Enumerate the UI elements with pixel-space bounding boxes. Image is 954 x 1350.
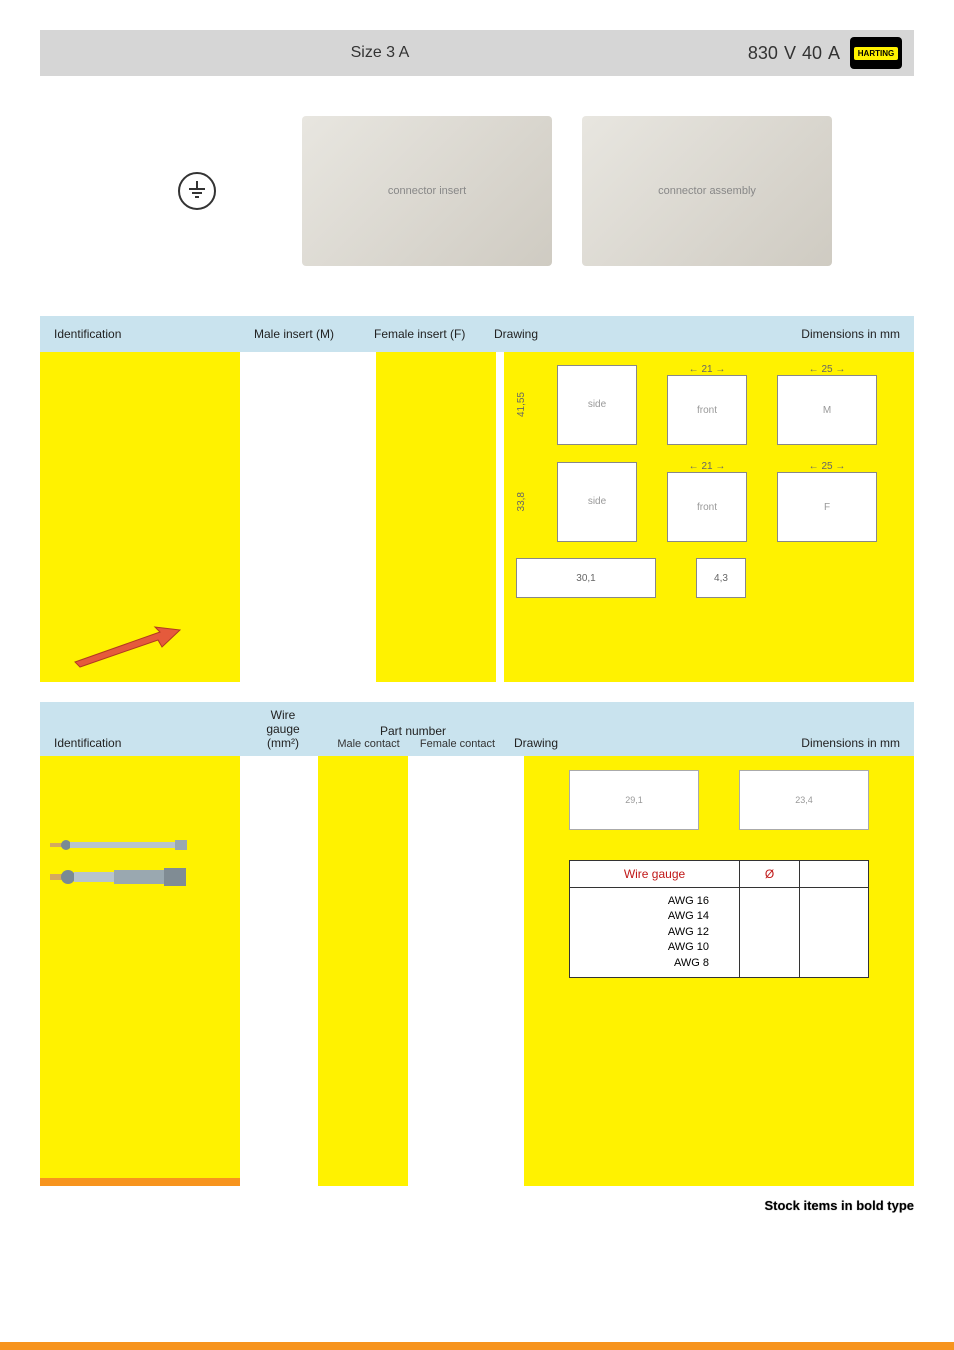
col2-male-contact: Male contact [324,738,413,750]
dim-w2: ← 21 → [667,461,747,472]
col-identification: Identification [48,327,248,341]
voltage-unit: V [784,43,796,64]
col-drawing: Drawing [488,327,766,341]
drawing-front-m: front [667,375,747,445]
arrow-illustration [70,622,190,672]
spec-block: 830 V 40 A [748,43,840,64]
page-header: Size 3 A 830 V 40 A HARTING [40,30,914,76]
table1-female-cell [376,352,496,682]
drawing-outline-m: M [777,375,877,445]
orange-band-1 [40,1178,240,1186]
col-female-insert: Female insert (F) [368,327,488,341]
voltage-value: 830 [748,43,778,64]
wg-dia-list [740,888,800,977]
wire-gauge-table: Wire gauge Ø AWG 16 AWG 14 AWG 12 AWG 10… [569,860,869,978]
dim-w1: ← 21 → [667,364,747,375]
brand-logo-text: HARTING [854,47,898,60]
wg-awg-list: AWG 16 AWG 14 AWG 12 AWG 10 AWG 8 [570,888,740,977]
dim-w4: ← 25 → [777,461,877,472]
current-unit: A [828,43,840,64]
table2-drawing-cell: 29,1 23,4 Wire gauge Ø AWG 16 AWG 14 AWG… [524,756,914,1186]
table2-identification-cell [40,756,240,1186]
footer-note: Stock items in bold type [40,1198,914,1213]
brand-logo: HARTING [850,37,902,69]
col2-wire-gauge: Wire gauge (mm²) [248,708,318,750]
product-image-1: connector insert [302,116,552,266]
col2-dimensions: Dimensions in mm [766,736,906,750]
table1-body: 41,55 side ← 21 → front ← 25 → M 33,8 si… [40,352,914,682]
wg-extra-list [800,888,868,977]
col2-part-number: Part number Male contact Female contact [318,724,508,750]
ground-icon [178,172,216,210]
drawing-side-f: side [557,462,637,542]
drawing-contact-end: 4,3 [696,558,746,598]
dim-w3: ← 25 → [777,364,877,375]
ground-symbol [122,172,272,210]
male-contact-drawing: 29,1 [569,770,699,830]
drawing-side-m: side [557,365,637,445]
drawing-front-f: front [667,472,747,542]
col-dimensions: Dimensions in mm [766,327,906,341]
dim-h1: 41,55 [516,392,527,417]
table2-male-contact-cell [318,756,408,1186]
col2-drawing: Drawing [508,736,766,750]
hero-images: connector insert connector assembly [40,106,914,276]
dim-h2: 33,8 [516,492,527,511]
drawing-outline-f: F [777,472,877,542]
contact-pin-images [50,836,230,888]
current-value: 40 [802,43,822,64]
contact-drawings: 29,1 23,4 [538,770,900,830]
wg-header-wire: Wire gauge [570,861,740,887]
product-image-2: connector assembly [582,116,832,266]
col-male-insert: Male insert (M) [248,327,368,341]
table1-identification-cell [40,352,240,682]
table2-wire-gauge-cell [248,756,310,1186]
wg-header-diameter: Ø [740,861,800,887]
table2-female-contact-cell [416,756,516,1186]
table1-male-cell [248,352,368,682]
col2-female-contact: Female contact [413,738,502,750]
table2-header: Identification Wire gauge (mm²) Part num… [40,702,914,756]
drawing-contact-pin: 30,1 [516,558,656,598]
table1-header: Identification Male insert (M) Female in… [40,316,914,352]
size-label: Size 3 A [351,44,410,62]
table2-body: 29,1 23,4 Wire gauge Ø AWG 16 AWG 14 AWG… [40,756,914,1186]
col2-identification: Identification [48,736,248,750]
table1-drawing-cell: 41,55 side ← 21 → front ← 25 → M 33,8 si… [504,352,914,682]
female-contact-drawing: 23,4 [739,770,869,830]
wg-header-empty [800,861,868,887]
